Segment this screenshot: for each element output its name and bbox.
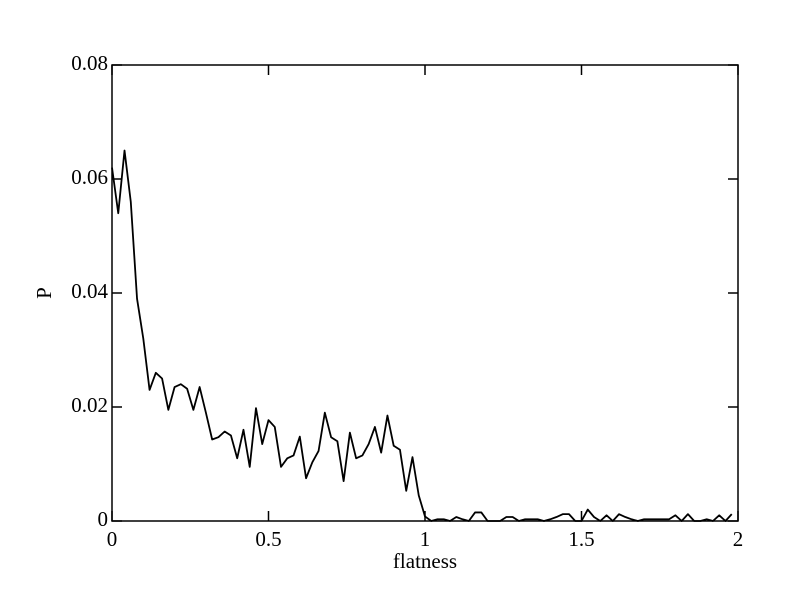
y-tick-label: 0.06 xyxy=(71,165,108,189)
x-tick-label: 2 xyxy=(733,527,744,551)
y-tick-label: 0.08 xyxy=(71,51,108,75)
y-tick-label: 0.02 xyxy=(71,393,108,417)
y-tick-label: 0 xyxy=(98,507,109,531)
x-tick-label: 1.5 xyxy=(568,527,594,551)
x-tick-label: 1 xyxy=(420,527,431,551)
x-axis-label: flatness xyxy=(393,549,457,573)
x-tick-label: 0.5 xyxy=(255,527,281,551)
y-axis-label: P xyxy=(32,287,56,299)
x-tick-label: 0 xyxy=(107,527,118,551)
data-line xyxy=(111,149,733,522)
y-tick-label: 0.04 xyxy=(71,279,108,303)
plot-frame xyxy=(111,64,739,522)
